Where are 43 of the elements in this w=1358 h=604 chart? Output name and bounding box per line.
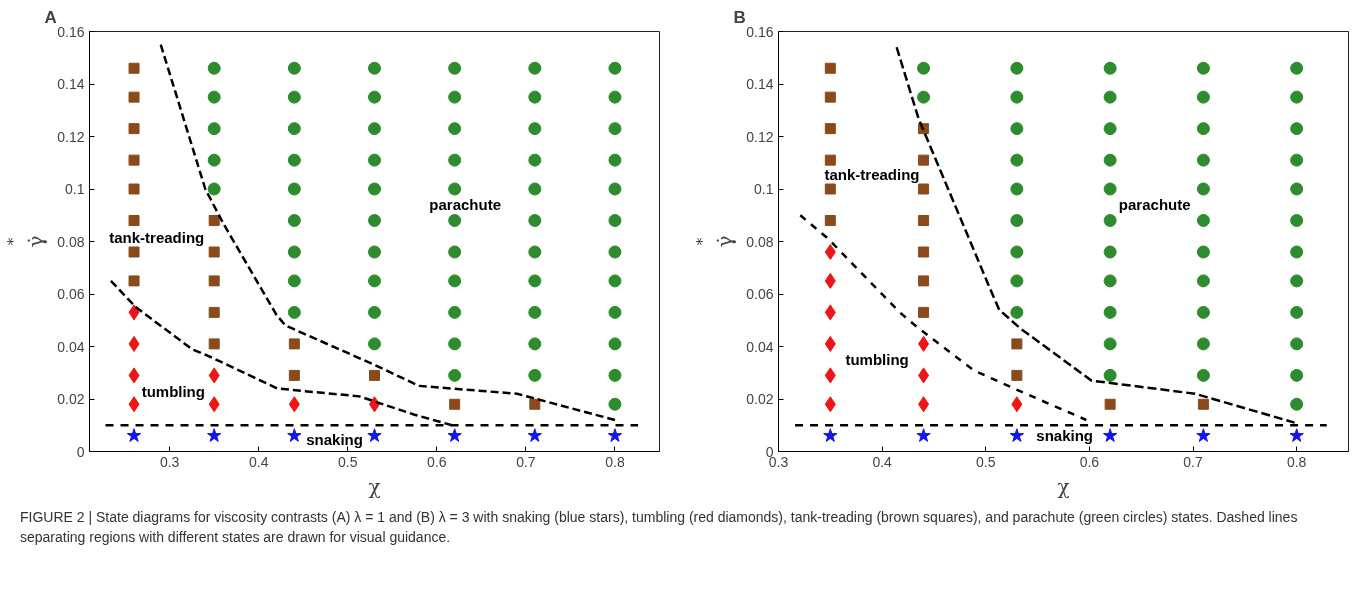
- y-axis-title: γ̇*: [692, 235, 738, 248]
- y-tick-label: 0.08: [57, 233, 85, 250]
- x-tick-label: 0.8: [1286, 453, 1307, 470]
- y-tick-label: 0.1: [754, 181, 774, 197]
- y-axis-title: γ̇*: [3, 235, 49, 248]
- annotation: tumbling: [141, 382, 205, 400]
- y-tick-label: 0.12: [746, 128, 774, 145]
- y-tick-label: 0.04: [746, 338, 774, 355]
- y-tick-label: 0.08: [746, 233, 774, 250]
- annotation: snaking: [306, 431, 363, 449]
- annotation: tank-treading: [109, 228, 205, 246]
- y-tick-label: 0.02: [746, 391, 774, 407]
- chart-title: B: [733, 7, 746, 27]
- y-tick-label: 0.06: [57, 286, 85, 302]
- caption: FIGURE 2 | State diagrams for viscosity contrasts (A) λ = 1 and (B) λ = 3 with snaking (blue stars), tumbling (red diamonds), tank-treading (brown squares), and parachute (green circles) states. Dashed lines separating regions with different states are drawn for visual guidance.: [20, 508, 1299, 547]
- x-axis-title: χ: [1057, 474, 1070, 499]
- x-tick-label: 0.7: [516, 453, 536, 470]
- y-tick-label: 0.06: [746, 286, 774, 302]
- x-tick-label: 0.6: [427, 453, 447, 470]
- y-tick-label: 0.02: [57, 391, 85, 407]
- x-tick-label: 0.5: [976, 453, 996, 470]
- x-tick-label: 0.5: [338, 453, 358, 470]
- x-tick-label: 0.4: [248, 453, 269, 470]
- y-tick-label: 0.14: [746, 76, 774, 92]
- x-axis-title: χ: [368, 474, 381, 499]
- annotation: parachute: [1118, 196, 1191, 214]
- annotation: parachute: [429, 196, 501, 214]
- x-tick-label: 0.3: [159, 453, 180, 470]
- chart-title: A: [44, 7, 57, 27]
- y-tick-label: 0.14: [57, 76, 85, 92]
- y-tick-label: 0.12: [57, 128, 85, 145]
- x-tick-label: 0.7: [1183, 453, 1203, 470]
- annotation: snaking: [1036, 427, 1093, 445]
- annotation: tumbling: [845, 350, 909, 368]
- x-tick-label: 0.8: [605, 453, 625, 470]
- y-tick-label: 0.1: [65, 181, 85, 197]
- y-tick-label: 0.16: [746, 23, 774, 40]
- y-tick-label: 0.16: [57, 23, 85, 40]
- y-tick-label: 0: [76, 443, 85, 460]
- x-tick-label: 0.6: [1079, 453, 1100, 470]
- y-tick-label: 0.04: [57, 338, 85, 355]
- annotation: tank-treading: [824, 166, 920, 184]
- x-tick-label: 0.4: [872, 453, 893, 470]
